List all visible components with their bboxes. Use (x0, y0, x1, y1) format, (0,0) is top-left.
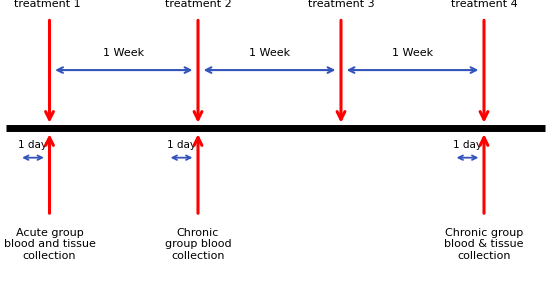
Text: Chronic
groups
treatment 4: Chronic groups treatment 4 (450, 0, 518, 9)
Text: Chronic
group blood
collection: Chronic group blood collection (164, 228, 232, 261)
Text: Chronic
groups
treatment 2: Chronic groups treatment 2 (164, 0, 232, 9)
Text: 1 day: 1 day (453, 140, 482, 150)
Text: 1 day: 1 day (19, 140, 47, 150)
Text: Acute group
blood and tissue
collection: Acute group blood and tissue collection (3, 228, 96, 261)
Text: 1 day: 1 day (167, 140, 196, 150)
Text: Chronic group
blood & tissue
collection: Chronic group blood & tissue collection (444, 228, 524, 261)
Text: 1 Week: 1 Week (103, 48, 144, 58)
Text: Chronic
groups
treatment 3: Chronic groups treatment 3 (307, 0, 375, 9)
Text: Acute group
treatments
Chronic groups
treatment 1: Acute group treatments Chronic groups tr… (6, 0, 90, 9)
Text: 1 Week: 1 Week (249, 48, 290, 58)
Text: 1 Week: 1 Week (392, 48, 433, 58)
